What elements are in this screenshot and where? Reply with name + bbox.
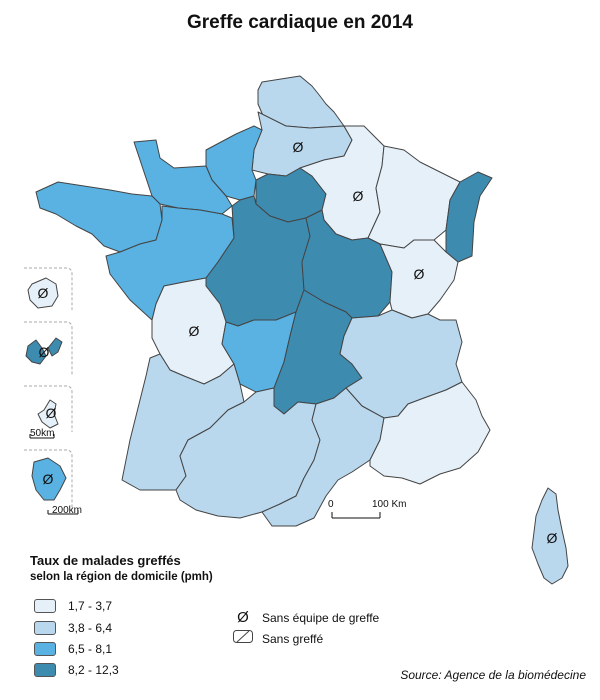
- inset-scale-label-large: 200km: [52, 505, 83, 516]
- legend-subtitle: selon la région de domicile (pmh): [30, 571, 213, 583]
- legend-no-graft: Sans greffé: [232, 630, 323, 647]
- legend-label: 3,8 - 6,4: [68, 621, 113, 635]
- legend-class-1: 1,7 - 3,7: [34, 598, 112, 614]
- region-basse-normandie[interactable]: [133, 139, 233, 215]
- scale-end-label: 100 Km: [372, 499, 407, 510]
- region-guadeloupe[interactable]: [25, 337, 63, 365]
- legend-no-team-label: Sans équipe de greffe: [262, 610, 380, 625]
- no-team-icon-picardie: Ø: [293, 139, 304, 155]
- no-team-icon-martinique: Ø: [46, 405, 57, 421]
- no-team-icon-corse: Ø: [547, 530, 558, 546]
- region-languedoc-roussillon[interactable]: [261, 387, 385, 527]
- inset-scale-label-small: 50km: [30, 428, 55, 439]
- region-paca[interactable]: [369, 381, 491, 485]
- no-team-icon-franche-comte: Ø: [414, 266, 425, 282]
- region-la-reunion[interactable]: [27, 277, 59, 309]
- legend-no-graft-label: Sans greffé: [262, 631, 324, 646]
- region-bretagne[interactable]: [35, 181, 163, 253]
- source-note: Source: Agence de la biomédecine: [400, 668, 586, 682]
- hatched-box-icon: [232, 630, 254, 647]
- region-alsace[interactable]: [445, 171, 493, 263]
- legend-class-3: 6,5 - 8,1: [34, 641, 112, 657]
- region-martinique[interactable]: [37, 399, 59, 429]
- legend-swatch: [34, 599, 56, 613]
- region-franche-comte[interactable]: [379, 239, 459, 319]
- map-title: Greffe cardiaque en 2014: [187, 12, 413, 33]
- main-scale-bar: [331, 512, 381, 519]
- legend-no-team: Ø Sans équipe de greffe: [232, 609, 379, 626]
- legend-class-2: 3,8 - 6,4: [34, 620, 112, 636]
- no-team-icon: Ø: [237, 609, 249, 626]
- legend-swatch: [34, 642, 56, 656]
- inset-scale-bars: [29, 434, 79, 515]
- legend-title: Taux de malades greffés: [30, 553, 181, 568]
- no-team-icon-champagne: Ø: [353, 188, 364, 204]
- legend-label: 8,2 - 12,3: [68, 663, 119, 677]
- no-team-icon-guyane: Ø: [43, 471, 54, 487]
- scale-start-label: 0: [328, 499, 334, 510]
- region-guyane[interactable]: [31, 457, 67, 501]
- legend-label: 1,7 - 3,7: [68, 599, 113, 613]
- no-team-icon-reunion: Ø: [38, 285, 49, 301]
- region-corse[interactable]: [531, 487, 569, 585]
- legend-label: 6,5 - 8,1: [68, 642, 113, 656]
- inset-frames: [24, 267, 73, 510]
- legend-class-4: 8,2 - 12,3: [34, 662, 119, 678]
- no-team-icon-guadeloupe: Ø: [39, 344, 50, 360]
- legend-swatch: [34, 621, 56, 635]
- legend-swatch: [34, 663, 56, 677]
- no-team-icon-poitou: Ø: [189, 323, 200, 339]
